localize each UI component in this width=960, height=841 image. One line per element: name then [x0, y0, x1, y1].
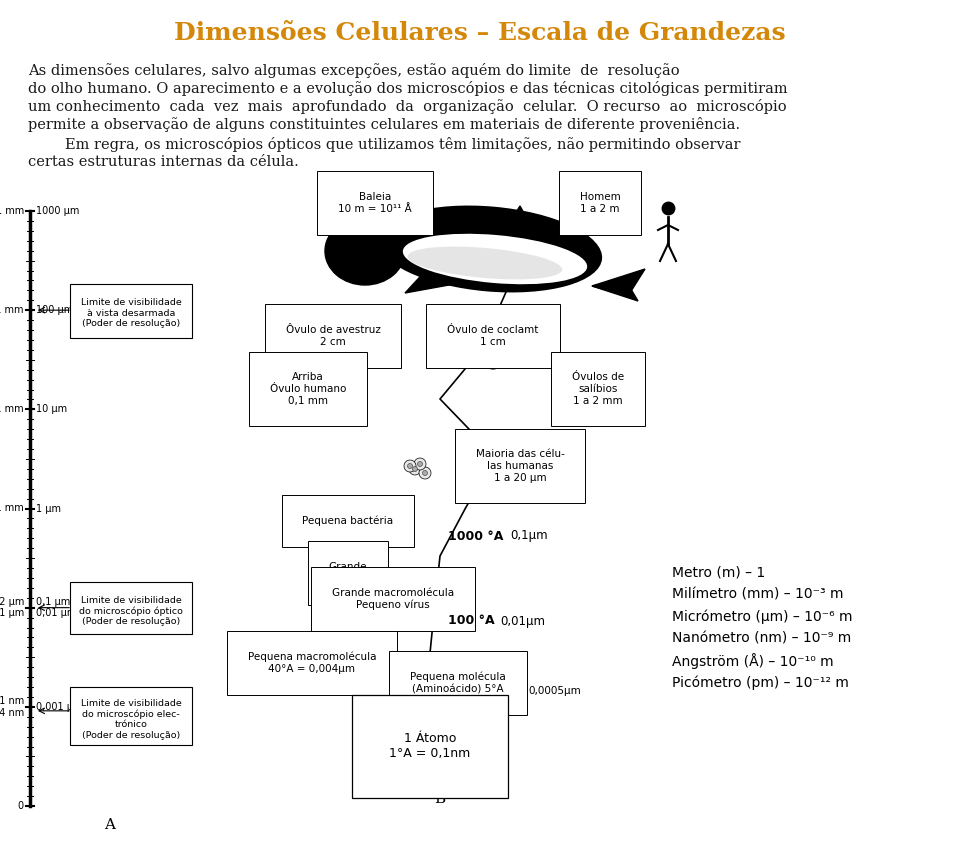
- Ellipse shape: [481, 339, 505, 369]
- Text: 1000 °A: 1000 °A: [448, 530, 503, 542]
- Text: permite a observação de alguns constituintes celulares em materiais de diferente: permite a observação de alguns constitui…: [28, 117, 740, 132]
- Text: Óvulo de coclamt
1 cm: Óvulo de coclamt 1 cm: [447, 325, 539, 346]
- Circle shape: [330, 574, 340, 584]
- Circle shape: [587, 389, 591, 393]
- Circle shape: [602, 393, 606, 397]
- Circle shape: [404, 460, 416, 472]
- Text: 10 µm: 10 µm: [36, 405, 67, 415]
- Circle shape: [418, 462, 422, 467]
- Text: Maioria das célu-
las humanas
1 a 20 µm: Maioria das célu- las humanas 1 a 20 µm: [475, 449, 564, 483]
- Text: 0,1 µm
0,01 µm: 0,1 µm 0,01 µm: [36, 597, 77, 618]
- FancyBboxPatch shape: [70, 582, 192, 633]
- Text: 0,01µm: 0,01µm: [500, 615, 545, 627]
- Text: certas estruturas internas da célula.: certas estruturas internas da célula.: [28, 155, 299, 169]
- Ellipse shape: [325, 217, 405, 285]
- Text: Grande
vírus: Grande vírus: [328, 562, 368, 584]
- Text: Baleia
10 m = 10¹¹ Å: Baleia 10 m = 10¹¹ Å: [338, 193, 412, 214]
- Ellipse shape: [408, 246, 563, 279]
- Text: um conhecimento  cada  vez  mais  aprofundado  da  organização  celular.  O recu: um conhecimento cada vez mais aprofundad…: [28, 99, 786, 114]
- Circle shape: [593, 397, 603, 407]
- Text: do olho humano. O aparecimento e a evolução dos microscópios e das técnicas cito: do olho humano. O aparecimento e a evolu…: [28, 81, 787, 96]
- Ellipse shape: [315, 337, 345, 379]
- Circle shape: [291, 389, 299, 397]
- Text: Limite de visibilidade
do microscópio elec-
trónico
(Poder de resolução): Limite de visibilidade do microscópio el…: [81, 699, 181, 739]
- Text: As dimensões celulares, salvo algumas excepções, estão aquém do limite  de  reso: As dimensões celulares, salvo algumas ex…: [28, 63, 680, 78]
- Text: 1000 µm: 1000 µm: [36, 206, 80, 216]
- Circle shape: [593, 383, 603, 393]
- Text: Homem
1 a 2 m: Homem 1 a 2 m: [580, 193, 620, 214]
- Circle shape: [413, 467, 418, 472]
- Circle shape: [599, 390, 609, 400]
- Circle shape: [584, 386, 594, 396]
- Circle shape: [410, 746, 450, 786]
- Circle shape: [596, 386, 600, 390]
- Circle shape: [593, 390, 597, 394]
- Text: Em regra, os microscópios ópticos que utilizamos têm limitações, não permitindo : Em regra, os microscópios ópticos que ut…: [28, 137, 740, 152]
- Text: Ôvulo de avestruz
2 cm: Ôvulo de avestruz 2 cm: [285, 325, 380, 346]
- Circle shape: [587, 390, 597, 400]
- Polygon shape: [592, 279, 638, 301]
- Text: Pequena bactéria: Pequena bactéria: [302, 516, 394, 526]
- Text: Óvulos de
salíbios
1 a 2 mm: Óvulos de salíbios 1 a 2 mm: [572, 373, 624, 405]
- FancyBboxPatch shape: [70, 284, 192, 338]
- Text: 0,1 nm
0,4 nm: 0,1 nm 0,4 nm: [0, 696, 24, 717]
- Text: Limite de visibilidade
do microscópio óptico
(Poder de resolução): Limite de visibilidade do microscópio óp…: [79, 595, 183, 626]
- Text: 0,001 mm: 0,001 mm: [0, 504, 24, 514]
- Ellipse shape: [378, 205, 602, 293]
- Text: Limite de visibilidade
à vista desarmada
(Poder de resolução): Limite de visibilidade à vista desarmada…: [81, 299, 181, 328]
- Text: Micrómetro (µm) – 10⁻⁶ m: Micrómetro (µm) – 10⁻⁶ m: [672, 610, 852, 624]
- Text: 0,0005µm: 0,0005µm: [528, 686, 581, 696]
- FancyBboxPatch shape: [70, 687, 192, 745]
- Text: Metro (m) – 1: Metro (m) – 1: [672, 566, 765, 580]
- Text: Pequena macromolécula
40°A = 0,004µm: Pequena macromolécula 40°A = 0,004µm: [248, 652, 376, 674]
- Text: 0: 0: [18, 801, 24, 811]
- Text: Picómetro (pm) – 10⁻¹² m: Picómetro (pm) – 10⁻¹² m: [672, 676, 849, 690]
- Text: Milímetro (mm) – 10⁻³ m: Milímetro (mm) – 10⁻³ m: [672, 588, 844, 602]
- Text: A: A: [105, 818, 115, 832]
- Text: Dimensões Celulares – Escala de Grandezas: Dimensões Celulares – Escala de Grandeza…: [174, 21, 786, 45]
- Circle shape: [605, 389, 609, 393]
- Ellipse shape: [318, 515, 332, 535]
- Polygon shape: [592, 269, 645, 296]
- Circle shape: [414, 458, 426, 470]
- Circle shape: [286, 384, 304, 402]
- Text: 0,01 mm: 0,01 mm: [0, 405, 24, 415]
- Text: Nanómetro (nm) – 10⁻⁹ m: Nanómetro (nm) – 10⁻⁹ m: [672, 632, 852, 646]
- Circle shape: [596, 400, 600, 404]
- Circle shape: [419, 467, 431, 479]
- Circle shape: [590, 393, 594, 397]
- Text: Angström (Å) – 10⁻¹⁰ m: Angström (Å) – 10⁻¹⁰ m: [672, 653, 833, 669]
- Text: 1 µm: 1 µm: [36, 504, 61, 514]
- Circle shape: [596, 393, 606, 403]
- Text: 100 °A: 100 °A: [448, 615, 494, 627]
- Text: 1 Átomo
1°A = 0,1nm: 1 Átomo 1°A = 0,1nm: [390, 732, 470, 760]
- Text: 0,001 µm: 0,001 µm: [36, 702, 83, 711]
- Text: Arriba
Óvulo humano
0,1 mm: Arriba Óvulo humano 0,1 mm: [270, 373, 347, 405]
- Text: Pequena molécula
(Aminoácido) 5°A: Pequena molécula (Aminoácido) 5°A: [410, 672, 506, 694]
- Circle shape: [590, 387, 600, 397]
- Text: 1 mm: 1 mm: [0, 206, 24, 216]
- Polygon shape: [405, 266, 460, 293]
- Text: 0,1 mm: 0,1 mm: [0, 305, 24, 315]
- Polygon shape: [500, 206, 535, 237]
- Text: 0,1µm: 0,1µm: [510, 530, 547, 542]
- Circle shape: [599, 396, 603, 400]
- Text: 100 µm: 100 µm: [36, 305, 73, 315]
- Text: 0,2 µm
0,1 µm: 0,2 µm 0,1 µm: [0, 597, 24, 618]
- Circle shape: [407, 463, 413, 468]
- Circle shape: [602, 386, 612, 396]
- Circle shape: [422, 470, 427, 475]
- Text: Grande macromolécula
Pequeno vírus: Grande macromolécula Pequeno vírus: [332, 588, 454, 610]
- Ellipse shape: [403, 234, 588, 284]
- Circle shape: [409, 463, 421, 475]
- Text: B: B: [435, 792, 445, 806]
